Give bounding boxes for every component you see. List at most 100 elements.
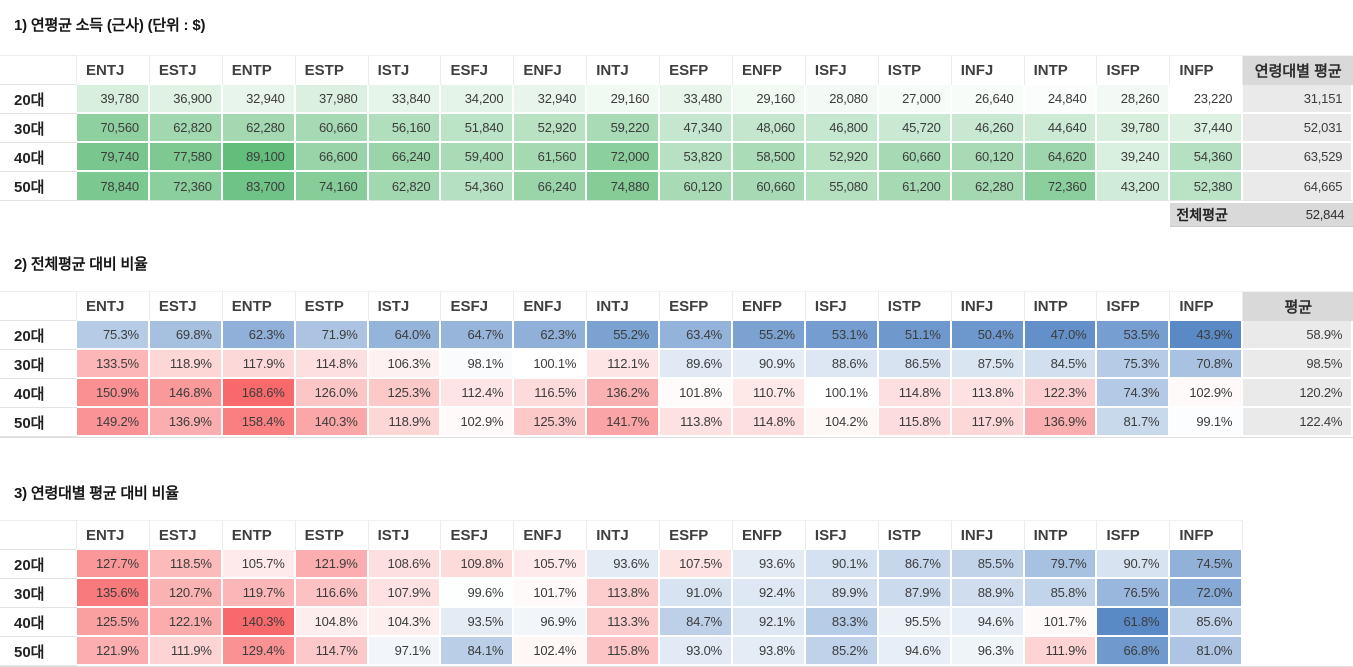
value-cell: 113.8%	[660, 408, 734, 437]
value-cell: 89.6%	[660, 350, 734, 379]
value-cell: 112.1%	[587, 350, 661, 379]
value-cell: 85.5%	[951, 550, 1025, 579]
column-header: ENFJ	[514, 291, 588, 321]
value-cell: 61,560	[514, 143, 588, 172]
value-cell: 62,820	[149, 114, 223, 143]
column-header: ISFJ	[805, 55, 879, 85]
value-cell: 63.4%	[660, 321, 734, 350]
value-cell: 72,360	[1024, 172, 1098, 201]
column-header: ESTP	[295, 55, 369, 85]
value-cell: 32,940	[222, 85, 296, 114]
value-cell: 79,740	[77, 143, 150, 172]
value-cell: 72.0%	[1170, 579, 1244, 608]
value-cell: 102.4%	[514, 637, 588, 666]
value-cell: 23,220	[1170, 85, 1244, 114]
avg-value-cell: 122.4%	[1243, 408, 1353, 437]
value-cell: 62.3%	[222, 321, 296, 350]
value-cell: 64.7%	[441, 321, 515, 350]
row-label: 20대	[0, 85, 77, 114]
value-cell: 84.5%	[1024, 350, 1098, 379]
value-cell: 78,840	[77, 172, 150, 201]
column-header: ESTJ	[149, 291, 223, 321]
value-cell: 113.8%	[587, 579, 661, 608]
row-label: 30대	[0, 114, 77, 143]
value-cell: 117.9%	[951, 408, 1025, 437]
footer-spacer	[441, 201, 515, 227]
value-cell: 32,940	[514, 85, 588, 114]
value-cell: 24,840	[1024, 85, 1098, 114]
value-cell: 135.6%	[77, 579, 150, 608]
value-cell: 74.3%	[1097, 379, 1171, 408]
value-cell: 115.8%	[587, 637, 661, 666]
value-cell: 90.9%	[733, 350, 806, 379]
footer-spacer	[295, 201, 369, 227]
value-cell: 74.5%	[1170, 550, 1244, 579]
row-label: 20대	[0, 550, 77, 579]
value-cell: 74,160	[295, 172, 369, 201]
value-cell: 104.2%	[805, 408, 879, 437]
value-cell: 86.5%	[878, 350, 952, 379]
value-cell: 66,600	[295, 143, 369, 172]
column-header: ESTJ	[149, 520, 223, 550]
column-header: INTJ	[587, 520, 661, 550]
value-cell: 102.9%	[1170, 379, 1244, 408]
column-header: ESTP	[295, 520, 369, 550]
value-cell: 43.9%	[1170, 321, 1244, 350]
income-table-section: 1) 연평균 소득 (근사) (단위 : $) ENTJ ESTJ ENTP ESTP…	[0, 14, 1353, 227]
column-header: ENTP	[222, 520, 296, 550]
value-cell: 140.3%	[222, 608, 296, 637]
value-cell: 99.1%	[1170, 408, 1244, 437]
footer-spacer	[514, 201, 588, 227]
value-cell: 66.8%	[1097, 637, 1171, 666]
value-cell: 29,160	[733, 85, 806, 114]
column-header: ENFP	[733, 55, 806, 85]
row-label: 50대	[0, 172, 77, 201]
value-cell: 129.4%	[222, 637, 296, 666]
value-cell: 84.7%	[660, 608, 734, 637]
value-cell: 86.7%	[878, 550, 952, 579]
value-cell: 93.6%	[587, 550, 661, 579]
value-cell: 146.8%	[149, 379, 223, 408]
column-header: INFJ	[951, 291, 1025, 321]
value-cell: 116.5%	[514, 379, 588, 408]
value-cell: 70,560	[77, 114, 150, 143]
value-cell: 81.0%	[1170, 637, 1244, 666]
avg-value-cell: 52,031	[1243, 114, 1353, 143]
column-header: ESTP	[295, 291, 369, 321]
value-cell: 104.8%	[295, 608, 369, 637]
value-cell: 111.9%	[1024, 637, 1098, 666]
footer-spacer	[1097, 201, 1171, 227]
value-cell: 106.3%	[368, 350, 442, 379]
value-cell: 37,440	[1170, 114, 1244, 143]
value-cell: 114.8%	[733, 408, 806, 437]
value-cell: 95.5%	[878, 608, 952, 637]
value-cell: 61,200	[878, 172, 952, 201]
value-cell: 121.9%	[77, 637, 150, 666]
value-cell: 26,640	[951, 85, 1025, 114]
value-cell: 91.0%	[660, 579, 734, 608]
column-header: INTP	[1024, 291, 1098, 321]
value-cell: 79.7%	[1024, 550, 1098, 579]
value-cell: 127.7%	[77, 550, 150, 579]
value-cell: 141.7%	[587, 408, 661, 437]
value-cell: 133.5%	[77, 350, 150, 379]
row-label: 30대	[0, 350, 77, 379]
value-cell: 51,840	[441, 114, 515, 143]
value-cell: 101.7%	[514, 579, 588, 608]
value-cell: 36,900	[149, 85, 223, 114]
column-header: INTP	[1024, 55, 1098, 85]
value-cell: 114.8%	[878, 379, 952, 408]
value-cell: 55.2%	[733, 321, 806, 350]
value-cell: 69.8%	[149, 321, 223, 350]
value-cell: 39,240	[1097, 143, 1171, 172]
value-cell: 62.3%	[514, 321, 588, 350]
value-cell: 62,820	[368, 172, 442, 201]
column-header: ISTJ	[368, 520, 442, 550]
column-header: ENTP	[222, 55, 296, 85]
age-ratio-heatmap-table: ENTJ ESTJ ENTP ESTP ISTJ ESFJ ENFJ INTJ ESFP ENFP…	[0, 520, 1353, 667]
column-header: ISTP	[878, 55, 952, 85]
value-cell: 85.6%	[1170, 608, 1244, 637]
value-cell: 105.7%	[222, 550, 296, 579]
column-header: ISFJ	[805, 520, 879, 550]
value-cell: 93.6%	[733, 550, 806, 579]
